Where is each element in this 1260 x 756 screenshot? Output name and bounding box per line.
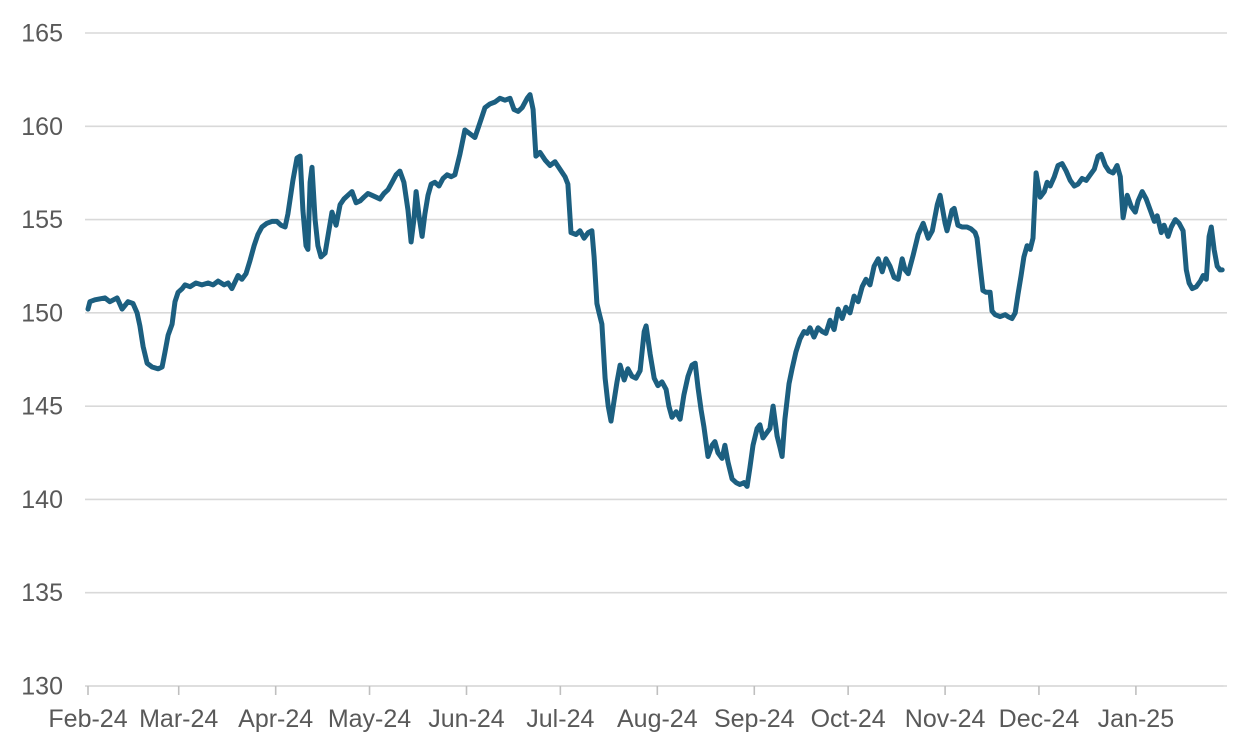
y-axis-tick-label: 165 [21,20,63,48]
y-axis-tick-label: 135 [21,579,63,607]
y-axis-tick-label: 140 [21,486,63,514]
x-axis-tick-label: Jan-25 [1098,705,1174,733]
x-axis-tick-label: Apr-24 [238,705,313,733]
y-axis-tick-label: 150 [21,299,63,327]
y-axis-tick-label: 155 [21,206,63,234]
x-axis-tick-label: Jul-24 [526,705,594,733]
y-axis-tick-label: 145 [21,393,63,421]
x-axis-tick-label: Sep-24 [714,705,795,733]
series-line-index-level [85,92,1225,489]
x-axis-tick-label: Mar-24 [139,705,218,733]
x-axis-tick-label: Aug-24 [617,705,698,733]
x-axis-tick-label: Oct-24 [811,705,886,733]
y-axis-tick-label: 130 [21,673,63,701]
x-axis-tick-label: May-24 [328,705,411,733]
x-axis-tick-label: Feb-24 [48,705,127,733]
y-axis-tick-label: 160 [21,113,63,141]
x-axis-tick-label: Nov-24 [905,705,986,733]
x-axis-tick-label: Jun-24 [428,705,505,733]
x-axis-tick-label: Dec-24 [999,705,1080,733]
